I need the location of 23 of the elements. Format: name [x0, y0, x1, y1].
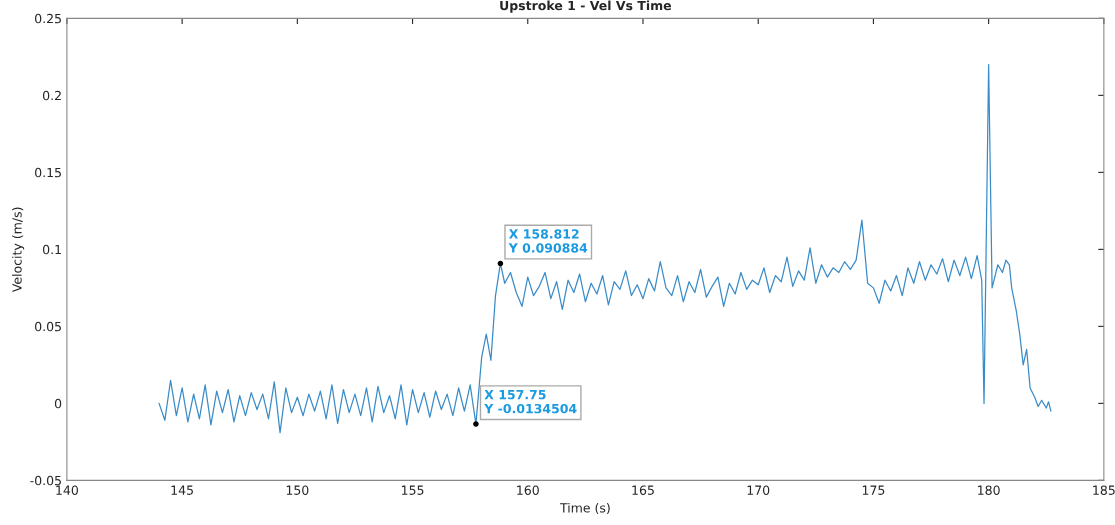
line-series — [158, 63, 1052, 434]
x-tick-label: 155 — [401, 485, 424, 495]
chart-title: Upstroke 1 - Vel Vs Time — [500, 0, 672, 13]
x-tick-label: 170 — [747, 485, 770, 495]
annotation: X 157.75 Y -0.0134504 — [484, 390, 577, 414]
y-tick-label: 0 — [54, 398, 62, 409]
y-tick-label: 0.2 — [42, 90, 61, 101]
y-tick-label: 0.15 — [35, 167, 61, 178]
x-tick-label: 165 — [632, 485, 654, 495]
y-tick-label: -0.05 — [30, 475, 61, 486]
y-tick-label: 0.25 — [35, 13, 61, 24]
x-tick-label: 175 — [862, 485, 885, 495]
x-tick-label: 140 — [56, 485, 78, 495]
x-tick-label: 145 — [171, 485, 193, 495]
x-tick-label: 180 — [978, 485, 1000, 495]
y-tick-label: 0.1 — [42, 244, 61, 255]
x-tick-label: 185 — [1093, 485, 1115, 495]
x-axis-title: Time (s) — [559, 502, 610, 515]
x-tick-label: 160 — [517, 485, 539, 495]
x-tick-label: 150 — [286, 485, 309, 495]
annotation: X 158.812 Y 0.090884 — [508, 229, 588, 253]
y-axis-title: Velocity (m/s) — [12, 207, 25, 293]
y-tick-label: 0.05 — [35, 321, 61, 332]
